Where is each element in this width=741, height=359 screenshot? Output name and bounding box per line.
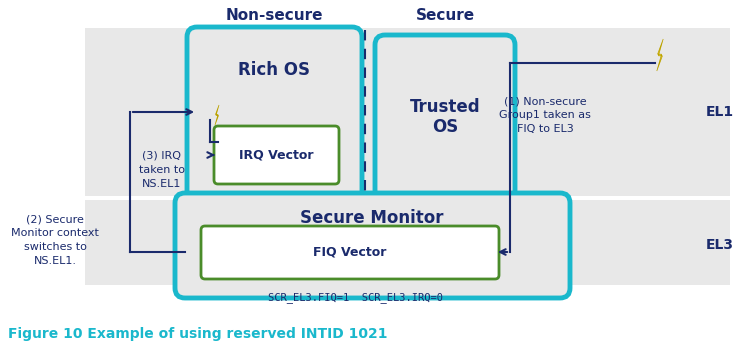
FancyBboxPatch shape <box>175 193 570 298</box>
Text: Figure 10 Example of using reserved INTID 1021: Figure 10 Example of using reserved INTI… <box>8 327 388 341</box>
Text: Rich OS: Rich OS <box>238 61 310 79</box>
FancyBboxPatch shape <box>201 226 499 279</box>
Polygon shape <box>215 105 219 125</box>
Text: (3) IRQ
taken to
NS.EL1: (3) IRQ taken to NS.EL1 <box>139 151 185 189</box>
Text: (2) Secure
Monitor context
switches to
NS.EL1.: (2) Secure Monitor context switches to N… <box>11 214 99 266</box>
FancyBboxPatch shape <box>187 27 362 202</box>
Bar <box>85 200 730 285</box>
Bar <box>85 28 730 196</box>
Text: EL3: EL3 <box>706 238 734 252</box>
Text: EL1: EL1 <box>706 105 734 119</box>
Text: Non-secure: Non-secure <box>225 8 323 23</box>
Text: FIQ Vector: FIQ Vector <box>313 246 387 258</box>
Text: Secure Monitor: Secure Monitor <box>300 209 444 227</box>
Text: (1) Non-secure
Group1 taken as
FIQ to EL3: (1) Non-secure Group1 taken as FIQ to EL… <box>499 96 591 134</box>
Polygon shape <box>657 39 663 71</box>
Text: Secure: Secure <box>416 8 474 23</box>
Text: IRQ Vector: IRQ Vector <box>239 149 313 162</box>
Text: Trusted
OS: Trusted OS <box>410 98 480 136</box>
FancyBboxPatch shape <box>375 35 515 200</box>
Text: SCR_EL3.FIQ=1  SCR_EL3.IRQ=0: SCR_EL3.FIQ=1 SCR_EL3.IRQ=0 <box>268 293 442 303</box>
FancyBboxPatch shape <box>214 126 339 184</box>
